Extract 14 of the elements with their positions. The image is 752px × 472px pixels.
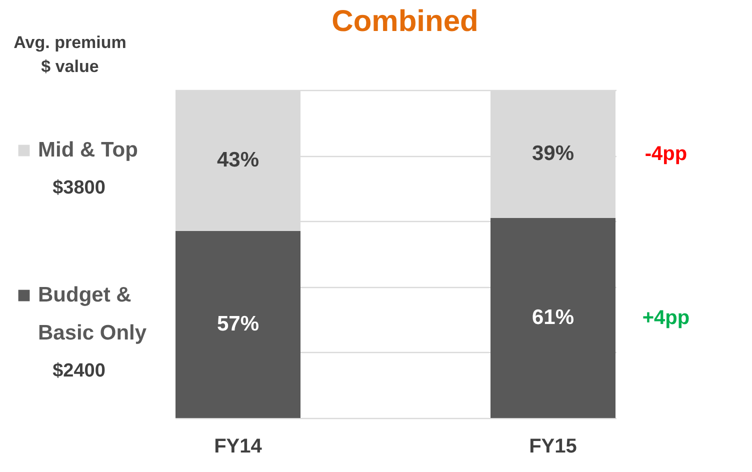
legend-title: Avg. premium $ value — [14, 33, 126, 76]
text: $3800 — [52, 178, 106, 199]
data-label: 57% — [216, 312, 260, 336]
data-label: 39% — [532, 142, 574, 165]
x-tick-label: FY14 — [214, 436, 263, 458]
legend-label: Budget & Basic Only — [38, 284, 147, 345]
data-label: 43% — [216, 148, 260, 172]
text: $2400 — [52, 360, 106, 382]
text: -4pp — [644, 142, 688, 165]
legend-label: Mid & Top — [38, 138, 138, 162]
chart-title: Combined — [332, 5, 478, 38]
text: +4pp — [642, 306, 690, 329]
x-tick-label: FY15 — [529, 436, 577, 458]
data-label: 61% — [532, 306, 574, 329]
